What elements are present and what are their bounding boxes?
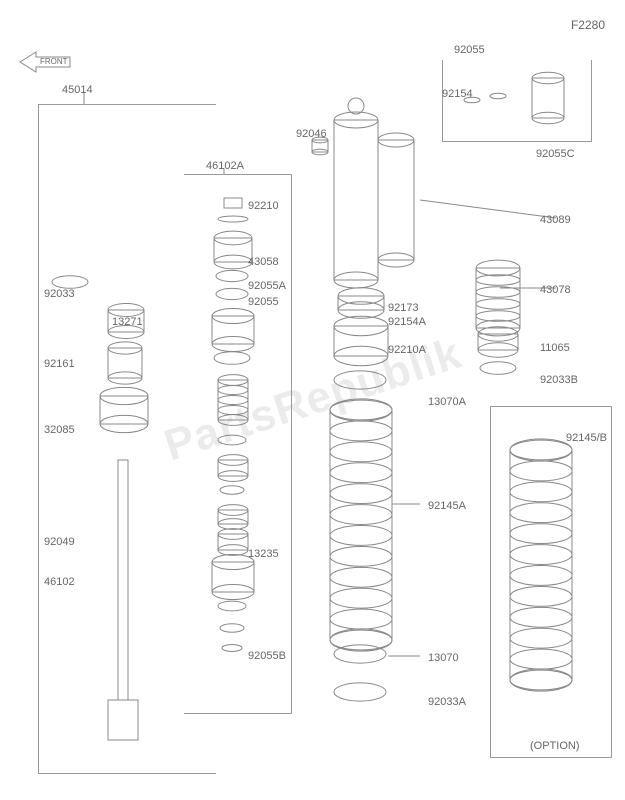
part-number-label: 92033	[44, 288, 75, 300]
part-number-label: 92055	[248, 296, 279, 308]
option-label: (OPTION)	[530, 740, 580, 752]
part-number-label: 92055B	[248, 650, 286, 662]
parts-drawing	[0, 0, 625, 800]
part-number-label: 92055C	[536, 148, 575, 160]
part-number-label: 43058	[248, 256, 279, 268]
part-number-label: 92210	[248, 200, 279, 212]
part-number-label: 92210A	[388, 344, 426, 356]
part-number-label: 13271	[112, 316, 143, 328]
part-number-label: 92055A	[248, 280, 286, 292]
part-number-label: 92055	[454, 44, 485, 56]
part-number-label: 92046	[296, 128, 327, 140]
part-number-label: 13070	[428, 652, 459, 664]
part-number-label: 92173	[388, 302, 419, 314]
part-number-label: 92154A	[388, 316, 426, 328]
part-number-label: 92033B	[540, 374, 578, 386]
part-number-label: 11065	[540, 342, 570, 354]
part-number-label: 92033A	[428, 696, 466, 708]
part-number-label: 43089	[540, 214, 571, 226]
part-number-label: 13235	[248, 548, 279, 560]
part-number-label: 45014	[62, 84, 93, 96]
part-number-label: 46102	[44, 576, 75, 588]
part-number-label: 43078	[540, 284, 571, 296]
part-number-label: 13070A	[428, 396, 466, 408]
part-number-label: 92154	[442, 88, 473, 100]
part-number-label: 92145/B	[566, 432, 607, 444]
part-number-label: 92049	[44, 536, 75, 548]
part-number-label: 92145A	[428, 500, 466, 512]
part-number-label: 46102A	[206, 160, 244, 172]
part-number-label: 32085	[44, 424, 75, 436]
part-number-label: 92161	[44, 358, 75, 370]
